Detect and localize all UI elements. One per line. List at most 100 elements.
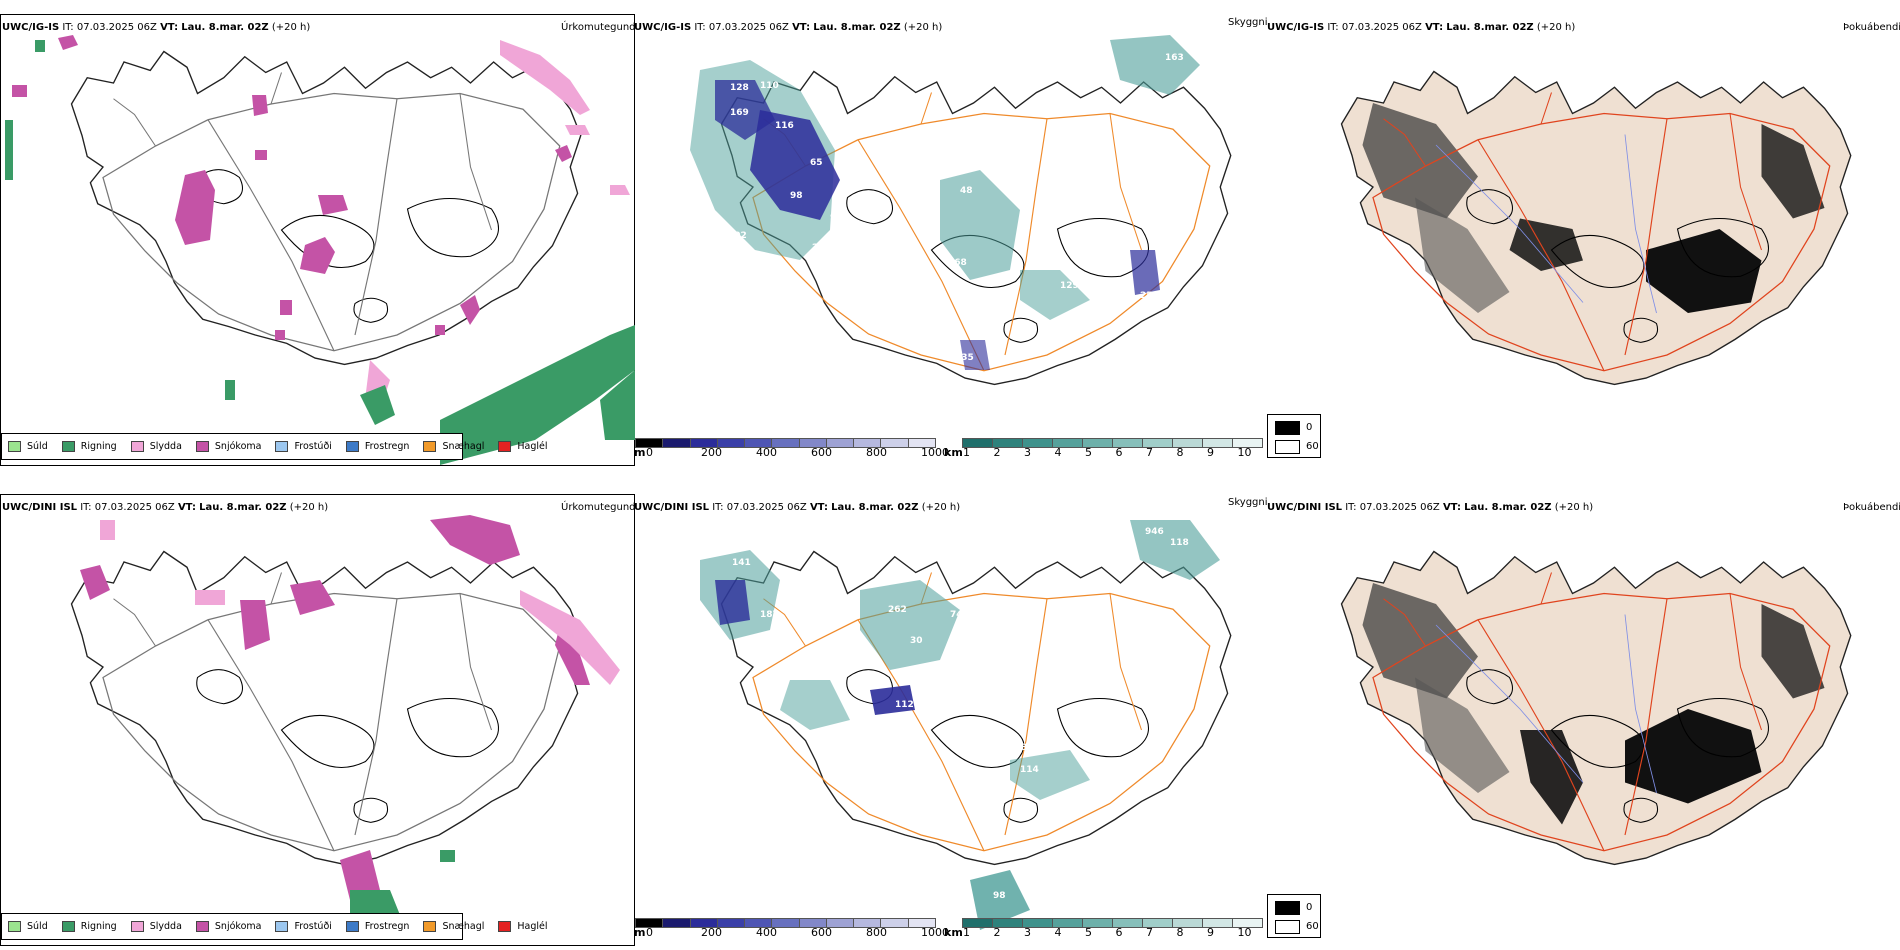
colorbar-cell: [1172, 918, 1202, 928]
panel-type-vis-row1: Skyggni: [1228, 17, 1268, 28]
colorbar-cell: [1202, 438, 1232, 448]
colorbar-tick-label: 2: [993, 446, 1001, 459]
panel-title-row2-vis: UWC/DINI ISL IT: 07.03.2025 06Z VT: Lau.…: [634, 502, 960, 514]
colorbar-cell: [771, 918, 799, 928]
legend-item-4: Frostúði: [275, 921, 332, 932]
cloud-base-value-label: 48: [960, 186, 973, 196]
colorbar-tick-label: 400: [756, 446, 777, 459]
legend-swatch: [130, 921, 144, 932]
colorbar-tick-label: 5: [1085, 926, 1092, 939]
cloud-base-unit-row2: m: [634, 926, 646, 939]
cloud-base-value-label: 42: [1245, 183, 1258, 193]
cloud-base-value-label: 77: [835, 226, 848, 236]
colorbar-cell: [1172, 438, 1202, 448]
colorbar-tick-label: 9: [1207, 926, 1214, 939]
legend-item-5: Frostregn: [345, 921, 409, 932]
panel-title-row1-fog: UWC/IG-IS IT: 07.03.2025 06Z VT: Lau. 8.…: [1267, 22, 1575, 34]
colorbar-cell: [716, 438, 745, 448]
colorbar-tick-label: 0: [646, 446, 653, 459]
colorbar-cell: [689, 918, 717, 928]
fog-legend-swatch-60: [1275, 440, 1300, 454]
legend-item-1: Rigning: [61, 921, 117, 932]
legend-label: Snæhagl: [442, 921, 485, 932]
legend-label: Súld: [27, 441, 48, 452]
legend-swatch: [130, 441, 144, 452]
it-value: 07.03.2025 06Z: [94, 502, 175, 513]
legend-item-6: Snæhagl: [423, 441, 484, 452]
colorbar-cell: [992, 918, 1022, 928]
cloud-base-value-label: 158: [888, 296, 907, 306]
panel-title-row2-precip: UWC/DINI ISL IT: 07.03.2025 06Z VT: Lau.…: [2, 502, 328, 514]
model-name: UWC/DINI ISL: [2, 502, 78, 513]
vt-value: Lau. 8.mar. 02Z: [1446, 22, 1534, 33]
panel-type-fog-row2: Þokuábendi: [1843, 502, 1900, 513]
precip-type-legend-row2: Súld Rigning Slydda Snjókoma Frostúði Frostre…: [1, 913, 548, 940]
it-label: IT:: [62, 22, 74, 33]
legend-label: Rigning: [80, 441, 117, 452]
lead-time: (+20 h): [1536, 22, 1576, 33]
legend-swatch: [195, 441, 209, 452]
cloud-base-value-label: 102: [728, 231, 747, 241]
fog-legend-swatch-60: [1275, 920, 1300, 934]
colorbar-cell: [689, 438, 717, 448]
cloud-base-value-label: 256: [1140, 291, 1159, 301]
colorbar-cell: [1232, 918, 1263, 928]
colorbar-tick-label: 4: [1054, 446, 1062, 459]
colorbar-cell: [907, 918, 936, 928]
cloud-base-value-label: 112: [895, 700, 914, 710]
colorbar-cell: [1052, 918, 1082, 928]
colorbar-cell: [744, 438, 772, 448]
colorbar-cell: [798, 918, 826, 928]
legend-swatch: [8, 441, 21, 452]
colorbar-cell: [992, 438, 1022, 448]
colorbar-tick-label: 600: [811, 446, 832, 459]
legend-swatch: [345, 921, 359, 932]
vt-value: Lau. 8.mar. 02Z: [181, 22, 269, 33]
vt-value: Lau. 8.mar. 02Z: [813, 22, 901, 33]
legend-label: Rigning: [80, 921, 117, 932]
colorbar-tick-label: 7: [1146, 926, 1153, 939]
cloud-base-value-label: 111: [820, 323, 839, 333]
it-label: IT:: [1327, 22, 1339, 33]
cloud-base-colorbar-row2: [635, 918, 936, 928]
vt-label: VT:: [1442, 502, 1461, 513]
colorbar-cell: [962, 918, 992, 928]
legend-label: Snæhagl: [442, 441, 485, 452]
legend-swatch: [498, 921, 512, 932]
it-label: IT:: [80, 502, 92, 513]
vt-label: VT:: [177, 502, 196, 513]
colorbar-cell: [1052, 438, 1082, 448]
legend-item-0: Súld: [8, 921, 48, 932]
cloud-base-value-label: 98: [993, 891, 1006, 901]
cloud-base-value-label: 128: [730, 83, 749, 93]
fog-index-legend-row2: 0 60: [1267, 894, 1321, 938]
cloud-base-value-label: 98: [790, 191, 803, 201]
visibility-unit-row1: km: [944, 446, 963, 459]
legend-swatch: [275, 441, 289, 452]
colorbar-cell: [1112, 918, 1142, 928]
fog-legend-swatch-0: [1275, 421, 1300, 435]
colorbar-tick-label: 800: [866, 926, 887, 939]
vt-value: Lau. 8.mar. 02Z: [199, 502, 287, 513]
cloud-base-value-label: 903: [830, 213, 849, 223]
legend-item-3: Snjókoma: [195, 441, 261, 452]
cloud-base-value-label: 141: [732, 558, 751, 568]
precip-type-legend-row1: Súld Rigning Slydda Snjókoma Frostúði Frostre…: [1, 433, 548, 460]
vis-areas-row2: [700, 520, 1220, 930]
fog-legend-label-60: 60: [1306, 921, 1319, 932]
legend-label: Slydda: [149, 441, 182, 452]
legend-item-1: Rigning: [61, 441, 117, 452]
it-label: IT:: [694, 22, 706, 33]
colorbar-tick-label: 1000: [921, 446, 949, 459]
vt-label: VT:: [160, 22, 179, 33]
cloud-base-value-label: 97: [750, 715, 763, 725]
legend-label: Frostúði: [294, 921, 332, 932]
colorbar-cell: [853, 918, 881, 928]
colorbar-tick-label: 400: [756, 926, 777, 939]
fog-legend-label-60: 60: [1306, 441, 1319, 452]
colorbar-tick-label: 5: [1085, 446, 1092, 459]
vis-areas-row1: [690, 35, 1200, 370]
colorbar-cell: [1022, 438, 1052, 448]
it-label: IT:: [712, 502, 724, 513]
colorbar-tick-label: 8: [1176, 446, 1184, 459]
